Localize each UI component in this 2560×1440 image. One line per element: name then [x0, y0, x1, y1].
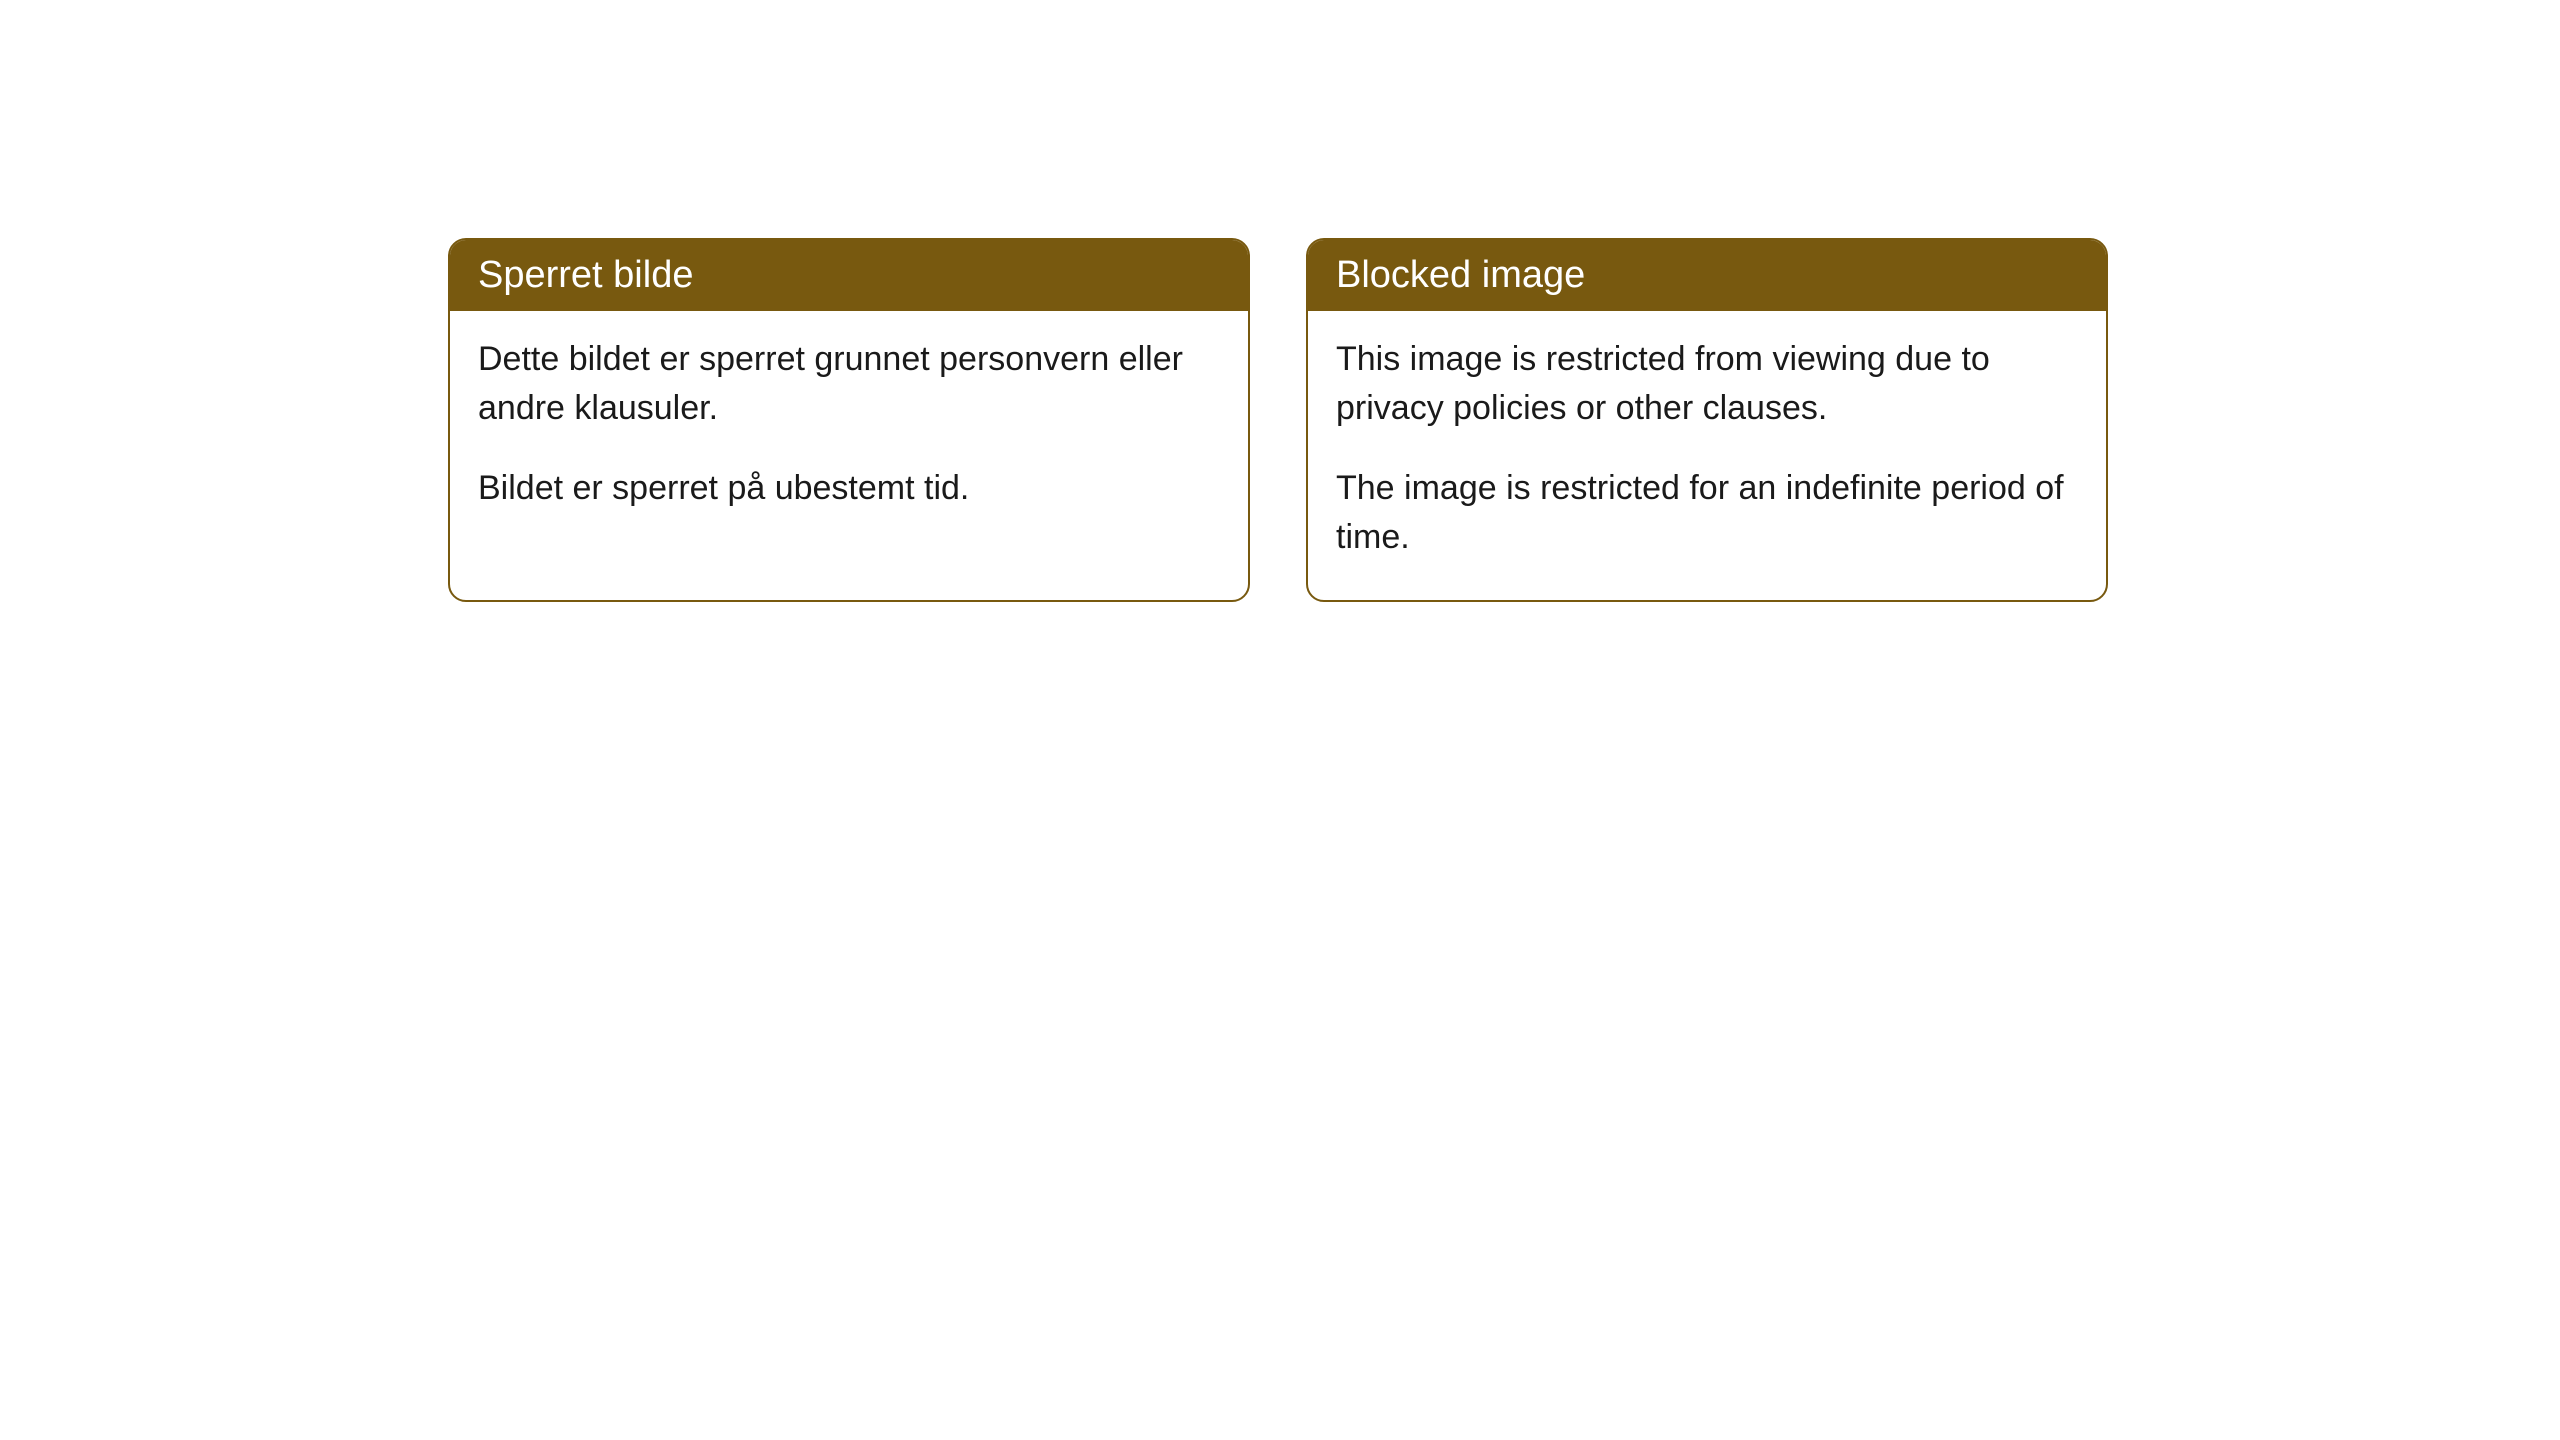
card-paragraph-2-norwegian: Bildet er sperret på ubestemt tid.	[478, 464, 1220, 513]
card-header-norwegian: Sperret bilde	[450, 240, 1248, 311]
blocked-image-card-english: Blocked image This image is restricted f…	[1306, 238, 2108, 602]
notice-cards-container: Sperret bilde Dette bildet er sperret gr…	[448, 238, 2560, 602]
card-body-norwegian: Dette bildet er sperret grunnet personve…	[450, 311, 1248, 551]
card-paragraph-2-english: The image is restricted for an indefinit…	[1336, 464, 2078, 563]
card-header-english: Blocked image	[1308, 240, 2106, 311]
blocked-image-card-norwegian: Sperret bilde Dette bildet er sperret gr…	[448, 238, 1250, 602]
card-title-english: Blocked image	[1336, 254, 1585, 296]
card-title-norwegian: Sperret bilde	[478, 254, 693, 296]
card-paragraph-1-norwegian: Dette bildet er sperret grunnet personve…	[478, 335, 1220, 434]
card-paragraph-1-english: This image is restricted from viewing du…	[1336, 335, 2078, 434]
card-body-english: This image is restricted from viewing du…	[1308, 311, 2106, 600]
